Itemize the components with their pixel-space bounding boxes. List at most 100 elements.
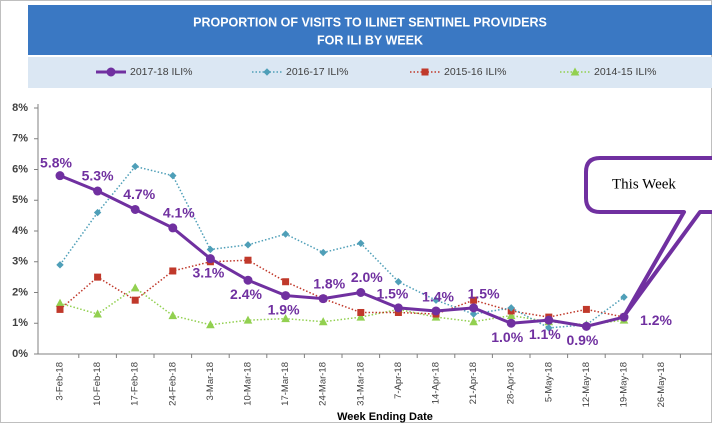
point <box>431 306 441 316</box>
data-label: 1.1% <box>529 326 561 342</box>
x-tick-label: 21-Apr-18 <box>468 362 479 404</box>
x-tick-label: 7-Apr-18 <box>393 362 404 399</box>
legend-marker <box>421 68 429 76</box>
x-tick-label: 26-May-18 <box>656 362 667 407</box>
point <box>205 254 215 264</box>
point <box>93 208 102 217</box>
x-tick-label: 17-Feb-18 <box>130 362 141 406</box>
point <box>56 305 64 313</box>
point <box>318 294 328 304</box>
chart-title: FOR ILI BY WEEK <box>317 33 423 47</box>
x-tick-label: 19-May-18 <box>619 362 630 407</box>
point <box>545 324 553 332</box>
point <box>244 256 252 264</box>
x-axis-label: Week Ending Date <box>337 411 433 423</box>
point <box>168 223 178 233</box>
legend-label: 2015-16 ILI% <box>444 66 506 78</box>
y-tick-label: 2% <box>12 286 28 298</box>
point <box>506 311 516 320</box>
x-tick-label: 10-Feb-18 <box>92 362 103 406</box>
point <box>432 296 440 304</box>
title-banner <box>28 5 712 55</box>
point <box>394 278 403 286</box>
legend-label: 2017-18 ILI% <box>130 66 192 78</box>
point <box>507 304 515 312</box>
point <box>620 293 628 301</box>
point <box>393 303 403 313</box>
data-label: 4.1% <box>163 205 195 221</box>
data-label: 3.1% <box>192 264 224 280</box>
point <box>169 171 177 180</box>
legend-label: 2014-15 ILI% <box>594 66 656 78</box>
data-label: 2.0% <box>351 269 383 285</box>
series-line <box>59 286 625 326</box>
x-tick-label: 3-Mar-18 <box>205 362 216 401</box>
point <box>56 261 64 269</box>
point <box>169 267 177 275</box>
point <box>281 314 290 323</box>
point <box>168 311 178 320</box>
data-label: 2.4% <box>230 286 262 302</box>
chart-title: PROPORTION OF VISITS TO ILINET SENTINEL … <box>193 15 547 29</box>
legend-marker <box>570 67 580 76</box>
point <box>357 308 365 316</box>
data-label: 1.5% <box>468 286 500 302</box>
y-tick-label: 1% <box>12 317 28 329</box>
x-tick-label: 31-Mar-18 <box>355 362 366 406</box>
point <box>281 291 291 301</box>
point <box>356 288 366 297</box>
x-tick-label: 10-Mar-18 <box>243 362 254 406</box>
y-tick-label: 7% <box>12 133 28 145</box>
point <box>282 278 290 286</box>
point <box>206 320 215 329</box>
data-label: 1.9% <box>268 301 300 317</box>
data-label: 4.7% <box>123 186 155 202</box>
point <box>318 317 328 326</box>
point <box>582 305 590 313</box>
y-tick-label: 3% <box>12 256 28 268</box>
callout-text: This Week <box>612 176 676 192</box>
point <box>93 186 103 196</box>
point <box>281 230 290 238</box>
legend-label: 2016-17 ILI% <box>286 66 348 78</box>
data-label: 5.3% <box>82 168 114 184</box>
data-label: 1.0% <box>491 329 523 345</box>
point <box>319 248 327 257</box>
point <box>130 283 140 292</box>
point <box>131 296 139 304</box>
x-tick-label: 14-Apr-18 <box>431 362 442 404</box>
x-tick-label: 17-Mar-18 <box>280 362 291 406</box>
point <box>544 315 554 325</box>
data-label: 1.4% <box>422 289 454 305</box>
data-label: 5.8% <box>40 154 72 170</box>
point <box>131 162 139 171</box>
point <box>94 273 102 281</box>
point <box>357 239 365 248</box>
point <box>206 245 215 254</box>
data-label: 1.5% <box>376 286 408 302</box>
point <box>506 318 516 328</box>
point <box>243 315 253 324</box>
point <box>243 275 253 285</box>
point <box>469 303 479 313</box>
x-tick-label: 24-Feb-18 <box>167 362 178 406</box>
legend-marker <box>263 68 271 76</box>
point <box>469 310 478 318</box>
legend-marker <box>106 67 116 77</box>
y-tick-label: 4% <box>12 225 28 237</box>
point <box>470 296 478 304</box>
x-tick-label: 12-May-18 <box>581 362 592 407</box>
point <box>356 312 366 321</box>
callout <box>584 156 712 316</box>
series-line <box>59 174 625 328</box>
data-label: 0.9% <box>566 332 598 348</box>
y-tick-label: 5% <box>12 194 28 206</box>
data-label: 1.2% <box>640 312 672 328</box>
point <box>130 204 140 214</box>
series-line <box>59 259 625 318</box>
point <box>93 309 102 318</box>
legend-banner <box>28 57 712 88</box>
x-tick-label: 28-Apr-18 <box>506 362 517 404</box>
point <box>469 317 478 326</box>
